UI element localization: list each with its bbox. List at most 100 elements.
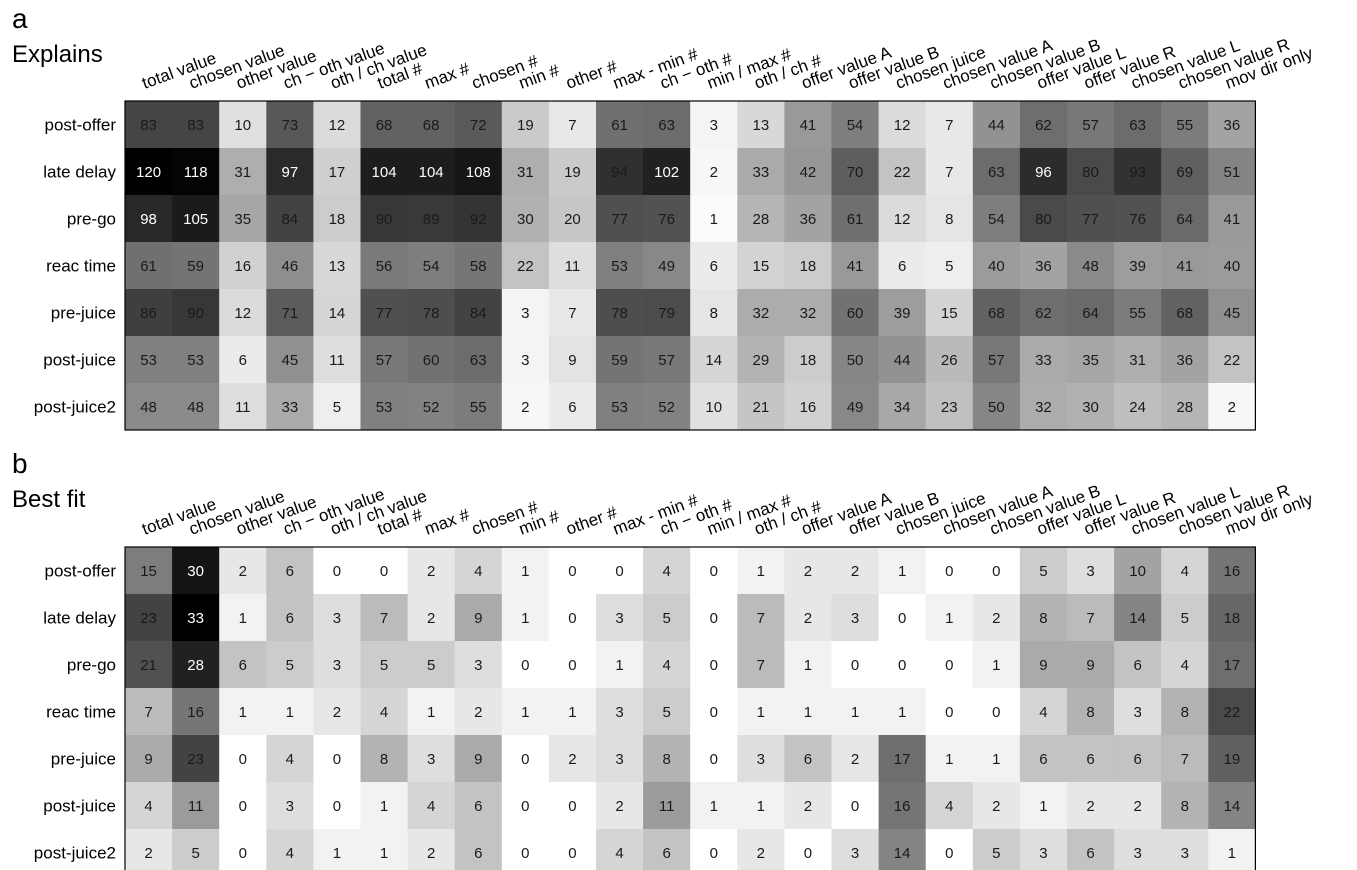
- cell-value-label: 6: [1086, 751, 1094, 768]
- cell-value-label: 46: [282, 258, 299, 275]
- heatmap-cell: [1161, 782, 1209, 830]
- cell-value-label: 102: [654, 164, 679, 181]
- heatmap-cell: [172, 547, 220, 595]
- cell-value-label: 0: [710, 657, 718, 674]
- heatmap-cell: [219, 547, 267, 595]
- cell-value-label: 9: [474, 610, 482, 627]
- heatmap-cell: [219, 289, 267, 337]
- cell-value-label: 4: [1181, 563, 1189, 580]
- heatmap-cell: [925, 782, 974, 830]
- heatmap-cell: [407, 195, 456, 243]
- heatmap-cell: [972, 383, 1021, 431]
- heatmap-cell: [972, 148, 1021, 196]
- cell-value-label: 3: [427, 751, 435, 768]
- heatmap-cell: [690, 782, 738, 830]
- cell-value-label: 61: [140, 258, 157, 275]
- heatmap-cell: [125, 289, 173, 337]
- cell-value-label: 2: [427, 563, 435, 580]
- cell-value-label: 3: [851, 845, 859, 862]
- cell-value-label: 5: [427, 657, 435, 674]
- cell-value-label: 39: [894, 305, 911, 322]
- heatmap-cell: [548, 547, 597, 595]
- cell-value-label: 3: [286, 798, 294, 815]
- cell-value-label: 2: [757, 845, 765, 862]
- heatmap-cell: [125, 101, 173, 149]
- cell-value-label: 0: [945, 563, 953, 580]
- cell-value-label: 3: [615, 751, 623, 768]
- heatmap-cell: [643, 594, 691, 642]
- cell-value-label: 34: [894, 399, 911, 416]
- heatmap-cell: [360, 195, 409, 243]
- cell-value-label: 77: [376, 305, 393, 322]
- cell-value-label: 23: [187, 751, 204, 768]
- heatmap-cell: [831, 101, 880, 149]
- cell-value-label: 1: [804, 704, 812, 721]
- cell-value-label: 97: [282, 164, 299, 181]
- cell-value-label: 53: [611, 399, 628, 416]
- heatmap-cell: [784, 148, 832, 196]
- heatmap-cell: [501, 242, 550, 290]
- cell-value-label: 2: [474, 704, 482, 721]
- heatmap-cell: [1067, 782, 1115, 830]
- cell-value-label: 0: [568, 845, 576, 862]
- heatmap-cell: [172, 148, 220, 196]
- heatmap-cell: [172, 383, 220, 431]
- cell-value-label: 83: [140, 117, 157, 134]
- cell-value-label: 1: [286, 704, 294, 721]
- heatmap-cell: [548, 782, 597, 830]
- cell-value-label: 22: [894, 164, 911, 181]
- cell-value-label: 44: [988, 117, 1005, 134]
- cell-value-label: 5: [191, 845, 199, 862]
- heatmap-cell: [125, 782, 173, 830]
- cell-value-label: 24: [1129, 399, 1146, 416]
- heatmap-cell: [690, 383, 738, 431]
- heatmap-cell: [878, 829, 927, 870]
- heatmap-cell: [1161, 242, 1209, 290]
- cell-value-label: 23: [140, 610, 157, 627]
- heatmap-cell: [925, 829, 974, 870]
- heatmap-cell: [266, 547, 314, 595]
- heatmap-cell: [501, 289, 550, 337]
- cell-value-label: 68: [1176, 305, 1193, 322]
- heatmap-cell: [596, 101, 644, 149]
- heatmap-cell: [548, 594, 597, 642]
- heatmap-cell: [643, 289, 691, 337]
- heatmap-cell: [266, 641, 314, 689]
- cell-value-label: 2: [992, 798, 1000, 815]
- heatmap-cell: [737, 101, 785, 149]
- cell-value-label: 60: [847, 305, 864, 322]
- cell-value-label: 22: [1224, 704, 1241, 721]
- row-label: reac time: [46, 257, 116, 276]
- heatmap-cell: [643, 336, 691, 384]
- cell-value-label: 104: [372, 164, 397, 181]
- cell-value-label: 12: [234, 305, 251, 322]
- cell-value-label: 18: [329, 211, 346, 228]
- cell-value-label: 3: [1039, 845, 1047, 862]
- heatmap-cell: [596, 148, 644, 196]
- heatmap-cell: [125, 336, 173, 384]
- cell-value-label: 55: [470, 399, 487, 416]
- heatmap-cell: [643, 641, 691, 689]
- heatmap-cell: [219, 594, 267, 642]
- heatmap-cell: [1019, 383, 1068, 431]
- heatmap-cell: [643, 148, 691, 196]
- heatmap-cell: [878, 242, 927, 290]
- heatmap-cell: [172, 336, 220, 384]
- cell-value-label: 39: [1129, 258, 1146, 275]
- cell-value-label: 6: [239, 352, 247, 369]
- cell-value-label: 50: [988, 399, 1005, 416]
- cell-value-label: 6: [898, 258, 906, 275]
- heatmap-cell: [690, 101, 738, 149]
- heatmap-cell: [784, 336, 832, 384]
- heatmap-cell: [784, 688, 832, 736]
- panel-b-frame: [124, 546, 1257, 870]
- cell-value-label: 15: [753, 258, 770, 275]
- row-label: reac time: [46, 703, 116, 722]
- cell-value-label: 108: [466, 164, 491, 181]
- heatmap-cell: [1114, 782, 1162, 830]
- cell-value-label: 90: [376, 211, 393, 228]
- panel-a-row-labels: post-offer late delay pre-go reac time pre-j…: [34, 116, 117, 417]
- heatmap-cell: [548, 101, 597, 149]
- cell-value-label: 31: [1129, 352, 1146, 369]
